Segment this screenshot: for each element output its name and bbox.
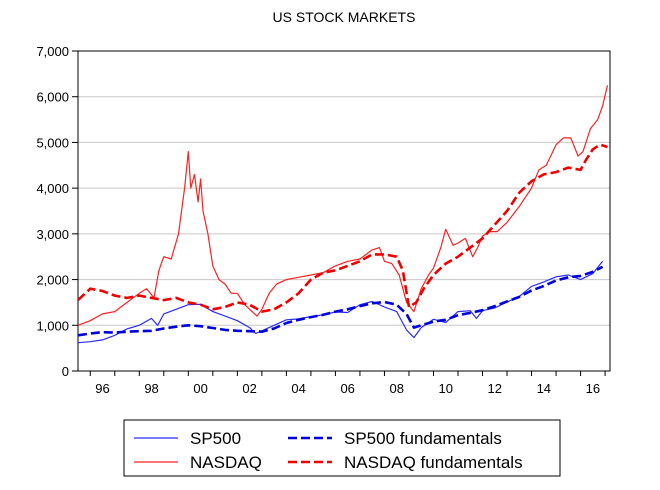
- y-axis-ticks: 0 1,000 2,000 3,000 4,000 5,000 6,000 7,000: [36, 44, 78, 379]
- x-tick-label: 00: [193, 381, 207, 396]
- x-tick-label: 08: [389, 381, 403, 396]
- y-tick-label: 3,000: [36, 227, 69, 242]
- series-lines: [77, 85, 609, 344]
- x-tick-label: 12: [488, 381, 502, 396]
- legend-label: NASDAQ: [190, 453, 262, 472]
- x-tick-label: 16: [586, 381, 600, 396]
- y-tick-label: 0: [62, 364, 69, 379]
- x-tick-label: 06: [340, 381, 354, 396]
- x-tick-label: 14: [537, 381, 551, 396]
- x-tick-label: 96: [95, 381, 109, 396]
- grid-lines: [78, 96, 610, 326]
- legend-label: SP500 fundamentals: [344, 429, 502, 448]
- legend: SP500 SP500 fundamentals NASDAQ NASDAQ fund…: [134, 429, 523, 472]
- series-line-nasdaq: [77, 85, 609, 326]
- y-tick-label: 7,000: [36, 44, 69, 59]
- y-tick-label: 2,000: [36, 273, 69, 288]
- y-tick-label: 5,000: [36, 135, 69, 150]
- series-line-sp500-fundamentals: [77, 265, 604, 337]
- x-tick-label: 02: [242, 381, 256, 396]
- x-tick-label: 98: [144, 381, 158, 396]
- x-tick-label: 04: [291, 381, 305, 396]
- series-line-sp500: [77, 260, 604, 344]
- y-tick-label: 1,000: [36, 318, 69, 333]
- legend-box: [123, 419, 561, 477]
- series-line-nasdaq-fundamentals: [77, 143, 608, 313]
- legend-label: NASDAQ fundamentals: [344, 453, 523, 472]
- plot-area-frame: [77, 50, 611, 372]
- x-tick-label: 10: [439, 381, 453, 396]
- x-axis-ticks: 96 98 00 02 04 06 08 10 12 14 16: [89, 371, 606, 396]
- chart-title: US STOCK MARKETS: [273, 9, 416, 25]
- y-tick-label: 6,000: [36, 90, 69, 105]
- legend-label: SP500: [190, 429, 241, 448]
- y-tick-label: 4,000: [36, 181, 69, 196]
